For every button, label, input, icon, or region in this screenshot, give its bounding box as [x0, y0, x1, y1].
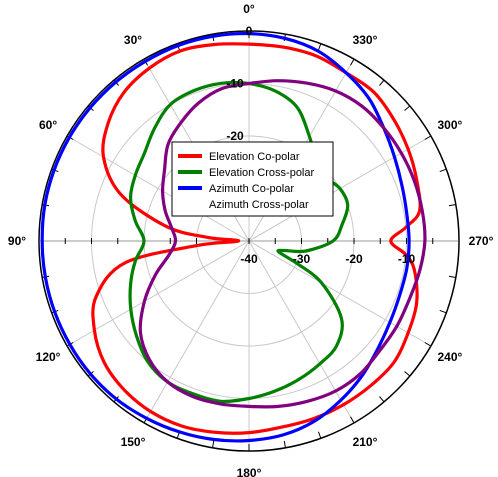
radial-tick-label: -40	[240, 252, 258, 266]
axis-labels: -40 -30 -20 -10 0 -20 -10 0° 30° 60° 90° 120° 150° 18…	[8, 2, 494, 477]
radial-tick-label: 0	[246, 24, 253, 38]
angle-label: 120°	[36, 350, 61, 364]
angle-tick	[404, 371, 411, 377]
angle-tick	[448, 275, 456, 278]
angle-tick	[448, 204, 456, 207]
angle-tick	[317, 43, 322, 51]
grid-spoke	[248, 240, 432, 347]
angle-label: 270°	[469, 234, 494, 248]
radial-tick-label: -20	[226, 129, 244, 143]
angle-label: 60°	[39, 118, 57, 132]
angle-tick	[439, 168, 447, 173]
angle-label: 150°	[121, 435, 146, 449]
radial-tick-label: -20	[345, 252, 363, 266]
radial-tick-label: -10	[398, 252, 416, 266]
radial-tick-label: -30	[293, 252, 311, 266]
legend-label: Azimuth Cross-polar	[209, 199, 309, 211]
angle-label: 300°	[438, 118, 463, 132]
series-line-1	[91, 42, 422, 435]
angle-label: 0°	[243, 2, 255, 16]
angle-tick	[424, 342, 432, 347]
angle-tick	[404, 105, 411, 111]
angle-tick	[379, 396, 385, 403]
angle-tick	[350, 416, 355, 424]
angle-label: 30°	[124, 33, 142, 47]
angle-tick	[283, 440, 286, 448]
angle-tick	[350, 58, 355, 66]
grid-spoke	[66, 240, 250, 347]
legend-label: Azimuth Co-polar	[209, 183, 294, 195]
angle-tick	[212, 440, 215, 448]
angle-label: 330°	[353, 33, 378, 47]
series-line-2	[128, 80, 350, 404]
angle-tick	[424, 135, 432, 140]
radial-tick-label: -10	[226, 77, 244, 91]
angle-label: 240°	[438, 350, 463, 364]
legend: Elevation Co-polar Elevation Cross-polar A…	[171, 141, 334, 217]
angle-tick	[379, 79, 385, 86]
series-layer	[40, 31, 427, 443]
legend-label: Elevation Cross-polar	[209, 167, 314, 179]
angle-label: 180°	[237, 466, 262, 477]
angle-label: 90°	[8, 234, 26, 248]
angle-tick	[439, 309, 447, 314]
angle-label: 210°	[353, 435, 378, 449]
angle-tick	[317, 431, 322, 439]
grid-spoke	[248, 240, 355, 424]
series-line-4	[138, 79, 427, 409]
grid-spoke	[66, 135, 250, 242]
grid-spoke	[143, 240, 250, 424]
legend-label: Elevation Co-polar	[209, 151, 300, 163]
series-line-3	[40, 31, 411, 443]
